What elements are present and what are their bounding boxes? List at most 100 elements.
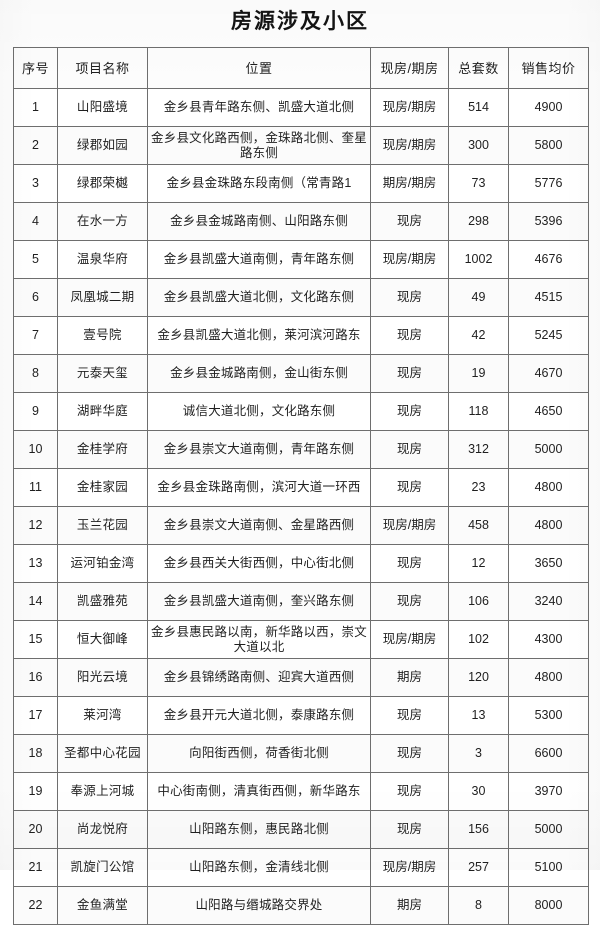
cell-price: 8000 xyxy=(508,886,589,925)
cell-position: 金乡县崇文大道南侧，青年路东侧 xyxy=(147,430,371,469)
cell-total: 458 xyxy=(448,506,509,545)
cell-name: 绿郡如园 xyxy=(57,126,148,165)
cell-price: 5776 xyxy=(508,164,589,203)
cell-position: 金乡县凯盛大道南侧，青年路东侧 xyxy=(147,240,371,279)
cell-price: 5800 xyxy=(508,126,589,165)
cell-type: 现房 xyxy=(370,316,449,355)
cell-price: 4515 xyxy=(508,278,589,317)
cell-price: 4800 xyxy=(508,506,589,545)
cell-type: 现房/期房 xyxy=(370,88,449,127)
housing-table-container: 序号 项目名称 位置 现房/期房 总套数 销售均价 1 山阳盛境 金乡县青年路东侧、… xyxy=(13,47,589,925)
cell-total: 257 xyxy=(448,848,509,887)
cell-index: 5 xyxy=(13,240,58,279)
cell-name: 金桂学府 xyxy=(57,430,148,469)
cell-type: 现房 xyxy=(370,392,449,431)
cell-name: 阳光云境 xyxy=(57,658,148,697)
cell-position: 山阳路东侧，惠民路北侧 xyxy=(147,810,371,849)
table-row: 18 圣都中心花园 向阳街西侧，荷香街北侧 现房 3 6600 xyxy=(13,734,589,773)
table-row: 16 阳光云境 金乡县锦绣路南侧、迎宾大道西侧 期房 120 4800 xyxy=(13,658,589,697)
cell-name: 凤凰城二期 xyxy=(57,278,148,317)
cell-name: 山阳盛境 xyxy=(57,88,148,127)
cell-type: 期房 xyxy=(370,658,449,697)
cell-index: 9 xyxy=(13,392,58,431)
cell-name: 恒大御峰 xyxy=(57,620,148,659)
cell-position: 金乡县金珠路东段南侧（常青路1 xyxy=(147,164,371,203)
cell-position: 金乡县崇文大道南侧、金星路西侧 xyxy=(147,506,371,545)
cell-price: 5245 xyxy=(508,316,589,355)
table-row: 14 凯盛雅苑 金乡县凯盛大道南侧，奎兴路东侧 现房 106 3240 xyxy=(13,582,589,621)
table-body: 1 山阳盛境 金乡县青年路东侧、凯盛大道北侧 现房/期房 514 4900 2 绿郡如园 金乡县… xyxy=(13,88,589,925)
cell-position: 金乡县文化路西侧，金珠路北侧、奎星路东侧 xyxy=(147,126,371,165)
table-row: 19 奉源上河城 中心街南侧，清真街西侧，新华路东 现房 30 3970 xyxy=(13,772,589,811)
table-row: 8 元泰天玺 金乡县金城路南侧，金山街东侧 现房 19 4670 xyxy=(13,354,589,393)
cell-type: 现房 xyxy=(370,582,449,621)
cell-total: 298 xyxy=(448,202,509,241)
cell-type: 现房/期房 xyxy=(370,240,449,279)
cell-position: 金乡县凯盛大道北侧，莱河滨河路东 xyxy=(147,316,371,355)
cell-total: 312 xyxy=(448,430,509,469)
cell-type: 现房/期房 xyxy=(370,126,449,165)
cell-index: 6 xyxy=(13,278,58,317)
cell-name: 元泰天玺 xyxy=(57,354,148,393)
cell-type: 现房 xyxy=(370,278,449,317)
cell-total: 3 xyxy=(448,734,509,773)
column-header-type: 现房/期房 xyxy=(370,47,449,89)
page-title: 房源涉及小区 xyxy=(231,9,369,33)
table-header-row: 序号 项目名称 位置 现房/期房 总套数 销售均价 xyxy=(13,47,589,89)
cell-price: 4300 xyxy=(508,620,589,659)
cell-price: 4900 xyxy=(508,88,589,127)
table-row: 15 恒大御峰 金乡县惠民路以南，新华路以西，崇文大道以北 现房/期房 102 4300 xyxy=(13,620,589,659)
cell-index: 8 xyxy=(13,354,58,393)
cell-price: 5100 xyxy=(508,848,589,887)
cell-name: 奉源上河城 xyxy=(57,772,148,811)
cell-index: 12 xyxy=(13,506,58,545)
cell-position: 金乡县金城路南侧、山阳路东侧 xyxy=(147,202,371,241)
table-row: 11 金桂家园 金乡县金珠路南侧，滨河大道一环西 现房 23 4800 xyxy=(13,468,589,507)
cell-type: 现房 xyxy=(370,810,449,849)
cell-total: 19 xyxy=(448,354,509,393)
table-row: 5 温泉华府 金乡县凯盛大道南侧，青年路东侧 现房/期房 1002 4676 xyxy=(13,240,589,279)
table-row: 12 玉兰花园 金乡县崇文大道南侧、金星路西侧 现房/期房 458 4800 xyxy=(13,506,589,545)
column-header-position: 位置 xyxy=(147,47,371,89)
cell-total: 49 xyxy=(448,278,509,317)
cell-type: 现房 xyxy=(370,696,449,735)
cell-total: 42 xyxy=(448,316,509,355)
cell-index: 18 xyxy=(13,734,58,773)
cell-position: 金乡县锦绣路南侧、迎宾大道西侧 xyxy=(147,658,371,697)
cell-type: 现房 xyxy=(370,544,449,583)
cell-name: 绿郡荣樾 xyxy=(57,164,148,203)
cell-total: 73 xyxy=(448,164,509,203)
table-row: 13 运河铂金湾 金乡县西关大街西侧，中心街北侧 现房 12 3650 xyxy=(13,544,589,583)
column-header-index: 序号 xyxy=(13,47,58,89)
cell-type: 现房 xyxy=(370,354,449,393)
cell-type: 期房 xyxy=(370,886,449,925)
cell-index: 15 xyxy=(13,620,58,659)
table-row: 4 在水一方 金乡县金城路南侧、山阳路东侧 现房 298 5396 xyxy=(13,202,589,241)
cell-type: 现房/期房 xyxy=(370,848,449,887)
column-header-price: 销售均价 xyxy=(508,47,589,89)
cell-total: 120 xyxy=(448,658,509,697)
cell-name: 湖畔华庭 xyxy=(57,392,148,431)
table-header: 序号 项目名称 位置 现房/期房 总套数 销售均价 xyxy=(13,47,589,89)
cell-total: 8 xyxy=(448,886,509,925)
cell-total: 23 xyxy=(448,468,509,507)
cell-price: 5000 xyxy=(508,430,589,469)
cell-total: 30 xyxy=(448,772,509,811)
cell-name: 玉兰花园 xyxy=(57,506,148,545)
table-row: 1 山阳盛境 金乡县青年路东侧、凯盛大道北侧 现房/期房 514 4900 xyxy=(13,88,589,127)
cell-name: 运河铂金湾 xyxy=(57,544,148,583)
cell-index: 19 xyxy=(13,772,58,811)
cell-name: 凯盛雅苑 xyxy=(57,582,148,621)
cell-total: 514 xyxy=(448,88,509,127)
cell-type: 现房 xyxy=(370,772,449,811)
cell-price: 6600 xyxy=(508,734,589,773)
cell-total: 12 xyxy=(448,544,509,583)
cell-index: 14 xyxy=(13,582,58,621)
cell-name: 莱河湾 xyxy=(57,696,148,735)
table-row: 22 金鱼满堂 山阳路与缗城路交界处 期房 8 8000 xyxy=(13,886,589,925)
cell-index: 3 xyxy=(13,164,58,203)
cell-price: 4800 xyxy=(508,658,589,697)
cell-type: 现房 xyxy=(370,202,449,241)
housing-table: 序号 项目名称 位置 现房/期房 总套数 销售均价 1 山阳盛境 金乡县青年路东侧、… xyxy=(13,47,589,925)
table-row: 20 尚龙悦府 山阳路东侧，惠民路北侧 现房 156 5000 xyxy=(13,810,589,849)
